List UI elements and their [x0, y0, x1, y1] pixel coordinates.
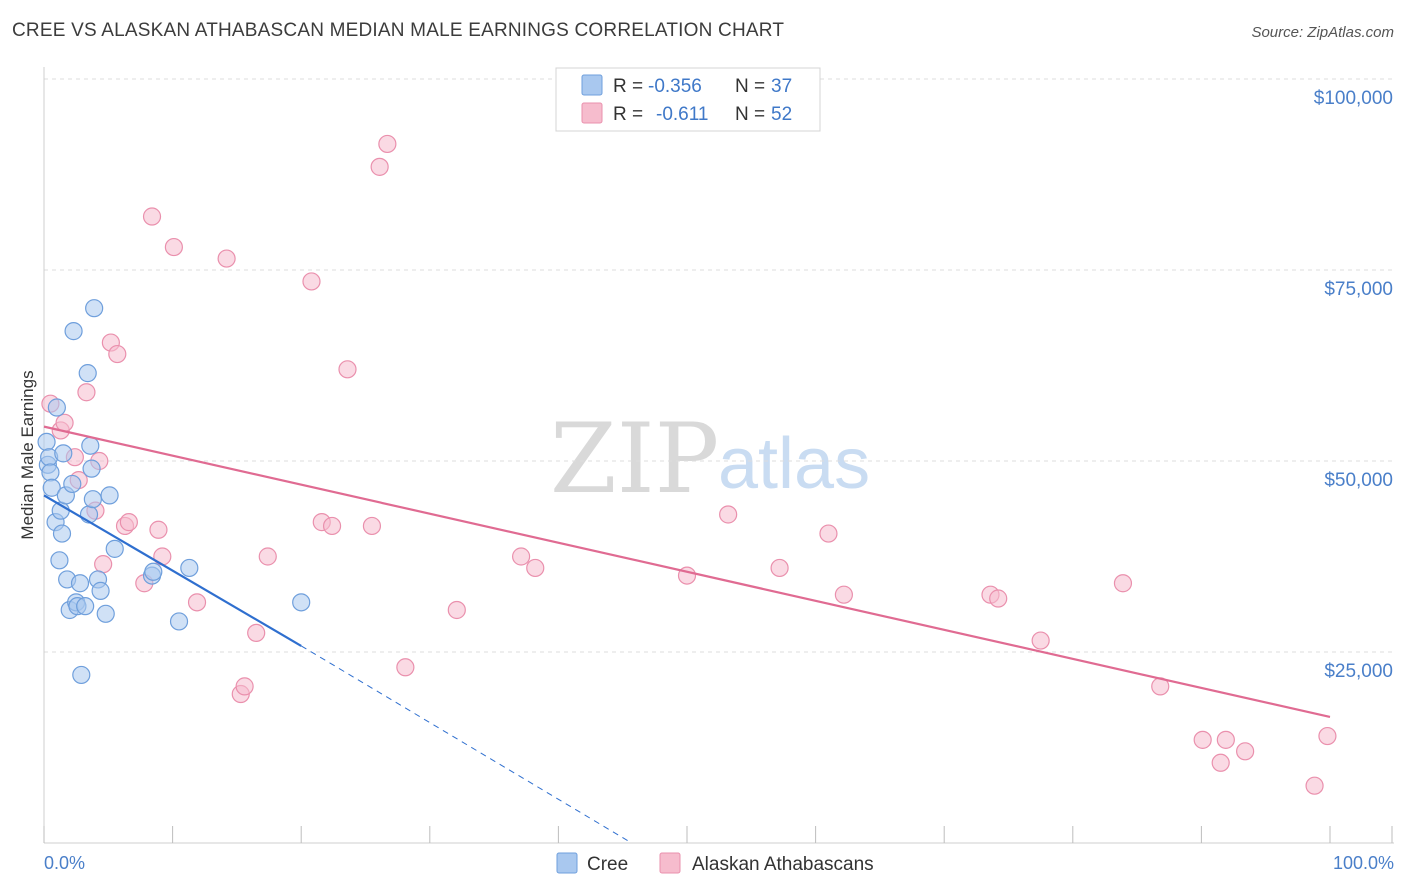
point-athabascan-33	[512, 547, 531, 566]
point-cree-19	[72, 665, 91, 685]
legend-r-label-athabascan: R =	[613, 104, 643, 125]
point-athabascan-10	[108, 344, 127, 364]
y-axis-label: Median Male Earnings	[18, 370, 37, 539]
legend-r-value-cree: -0.356	[648, 76, 702, 97]
point-athabascan-30	[378, 134, 397, 154]
point-cree-25	[83, 490, 102, 509]
point-athabascan-50	[1318, 726, 1337, 746]
legend-r-value-athabascan: -0.611	[656, 104, 708, 125]
point-athabascan-14	[142, 207, 162, 226]
point-cree-35	[180, 558, 199, 578]
point-athabascan-49	[1305, 776, 1324, 795]
point-cree-20	[76, 597, 95, 616]
x-tick-label-min: 0.0%	[44, 853, 85, 873]
grid	[44, 78, 1394, 653]
point-cree-31	[105, 539, 124, 558]
point-cree-21	[78, 364, 97, 383]
point-athabascan-41	[989, 589, 1008, 608]
point-athabascan-38	[819, 524, 838, 543]
point-cree-22	[79, 505, 99, 524]
bottom-legend-swatch-athabascan	[659, 852, 681, 874]
point-athabascan-28	[362, 516, 382, 536]
source-label: Source: ZipAtlas.com	[1251, 24, 1394, 41]
point-cree-6	[47, 398, 66, 417]
point-athabascan-31	[396, 658, 415, 677]
point-athabascan-5	[77, 383, 96, 402]
point-cree-24	[82, 459, 101, 478]
point-cree-23	[81, 436, 100, 455]
point-cree-3	[41, 463, 60, 482]
point-athabascan-43	[1113, 574, 1133, 593]
stats-legend: R = -0.356 N = 37 R = -0.611 N = 52	[555, 67, 821, 132]
point-athabascan-37	[770, 558, 789, 578]
trend-line-cree-extension	[300, 645, 632, 844]
point-athabascan-21	[235, 677, 254, 696]
legend-n-value-athabascan: 52	[771, 104, 792, 125]
legend-n-label-cree: N =	[735, 76, 765, 97]
point-athabascan-45	[1193, 730, 1212, 749]
point-athabascan-48	[1236, 742, 1255, 761]
point-athabascan-23	[258, 547, 277, 566]
y-tick-label-0: $25,000	[1324, 661, 1393, 682]
point-cree-26	[85, 299, 104, 318]
point-athabascan-16	[153, 547, 172, 566]
point-athabascan-2	[55, 413, 74, 432]
legend-swatch-cree	[581, 74, 603, 96]
point-athabascan-19	[217, 249, 236, 268]
legend-swatch-athabascan	[581, 102, 603, 124]
point-cree-10	[54, 444, 73, 463]
point-athabascan-26	[322, 516, 342, 536]
point-cree-34	[169, 612, 189, 631]
point-athabascan-32	[447, 600, 466, 620]
point-athabascan-12	[119, 513, 138, 532]
point-athabascan-36	[719, 505, 738, 524]
watermark-zip: ZIP	[550, 403, 719, 515]
axes	[43, 67, 1394, 844]
point-cree-7	[50, 551, 69, 570]
chart-title: CREE VS ALASKAN ATHABASCAN MEDIAN MALE E…	[12, 20, 785, 41]
point-cree-29	[96, 604, 115, 623]
point-cree-30	[100, 486, 119, 505]
point-cree-36	[292, 593, 311, 612]
point-athabascan-46	[1211, 753, 1230, 772]
legend-n-value-cree: 37	[771, 76, 792, 97]
point-athabascan-24	[302, 272, 321, 291]
point-cree-14	[63, 474, 82, 494]
x-tick-label-max: 100.0%	[1333, 853, 1394, 873]
y-tick-label-2: $75,000	[1324, 279, 1393, 300]
trend-line-cree	[43, 494, 302, 647]
point-cree-28	[91, 581, 110, 600]
data-points	[37, 134, 1337, 795]
point-athabascan-47	[1216, 730, 1235, 749]
bottom-legend-swatch-cree	[556, 852, 578, 874]
point-cree-0	[37, 432, 56, 451]
trend-line-athabascan	[43, 425, 1331, 719]
point-athabascan-15	[149, 520, 168, 539]
y-tick-label-1: $50,000	[1324, 470, 1393, 491]
point-cree-9	[52, 524, 72, 543]
point-athabascan-39	[834, 585, 853, 604]
point-cree-15	[64, 322, 83, 341]
point-athabascan-29	[370, 157, 389, 176]
point-cree-4	[42, 478, 61, 497]
point-athabascan-18	[187, 593, 207, 612]
point-athabascan-8	[94, 555, 113, 574]
legend-r-label-cree: R =	[613, 76, 643, 97]
trend-lines	[43, 425, 1331, 844]
y-tick-label-3: $100,000	[1314, 88, 1393, 109]
point-athabascan-22	[247, 623, 266, 643]
point-athabascan-34	[526, 558, 545, 578]
watermark-atlas: atlas	[718, 424, 870, 504]
point-athabascan-42	[1031, 631, 1050, 650]
legend-n-label-athabascan: N =	[735, 104, 765, 125]
point-cree-33	[144, 562, 163, 581]
y-tick-labels: $25,000 $50,000 $75,000 $100,000	[1314, 88, 1393, 682]
point-athabascan-17	[164, 237, 183, 257]
bottom-legend-athabascan: Alaskan Athabascans	[692, 854, 874, 875]
point-athabascan-27	[338, 360, 357, 379]
bottom-legend-cree: Cree	[587, 854, 628, 875]
series-legend: Cree Alaskan Athabascans	[556, 852, 874, 875]
point-cree-18	[70, 574, 90, 593]
